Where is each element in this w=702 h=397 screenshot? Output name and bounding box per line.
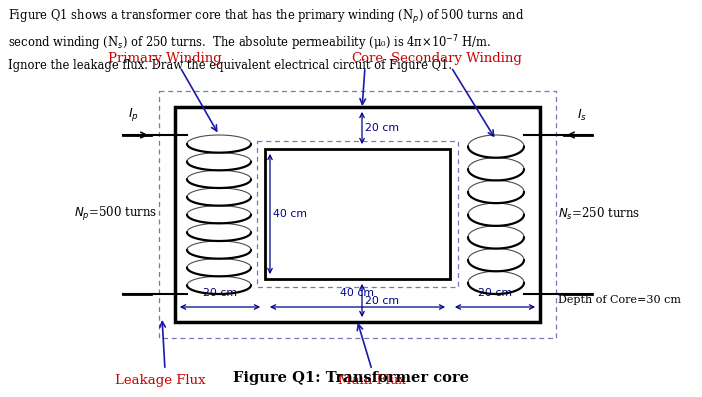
Text: Main Flux: Main Flux	[338, 374, 406, 387]
Text: Depth of Core=30 cm: Depth of Core=30 cm	[558, 295, 681, 305]
Text: Core: Core	[351, 52, 383, 65]
Text: $N_p$=500 turns: $N_p$=500 turns	[74, 205, 157, 223]
Text: 20 cm: 20 cm	[203, 288, 237, 298]
Text: 20 cm: 20 cm	[365, 123, 399, 133]
Text: $N_s$=250 turns: $N_s$=250 turns	[558, 206, 640, 222]
Text: Secondary Winding: Secondary Winding	[390, 52, 522, 65]
Text: Figure Q1 shows a transformer core that has the primary winding (N$_p$) of 500 t: Figure Q1 shows a transformer core that …	[8, 8, 524, 72]
Text: $I_p$: $I_p$	[128, 106, 139, 123]
Text: 20 cm: 20 cm	[365, 295, 399, 306]
Text: Primary Winding: Primary Winding	[108, 52, 222, 65]
Text: Leakage Flux: Leakage Flux	[114, 374, 205, 387]
Text: $I_s$: $I_s$	[577, 108, 587, 123]
Text: 40 cm: 40 cm	[340, 288, 374, 298]
Text: 40 cm: 40 cm	[273, 209, 307, 219]
Text: 20 cm: 20 cm	[478, 288, 512, 298]
Text: Figure Q1: Transformer core: Figure Q1: Transformer core	[233, 371, 469, 385]
